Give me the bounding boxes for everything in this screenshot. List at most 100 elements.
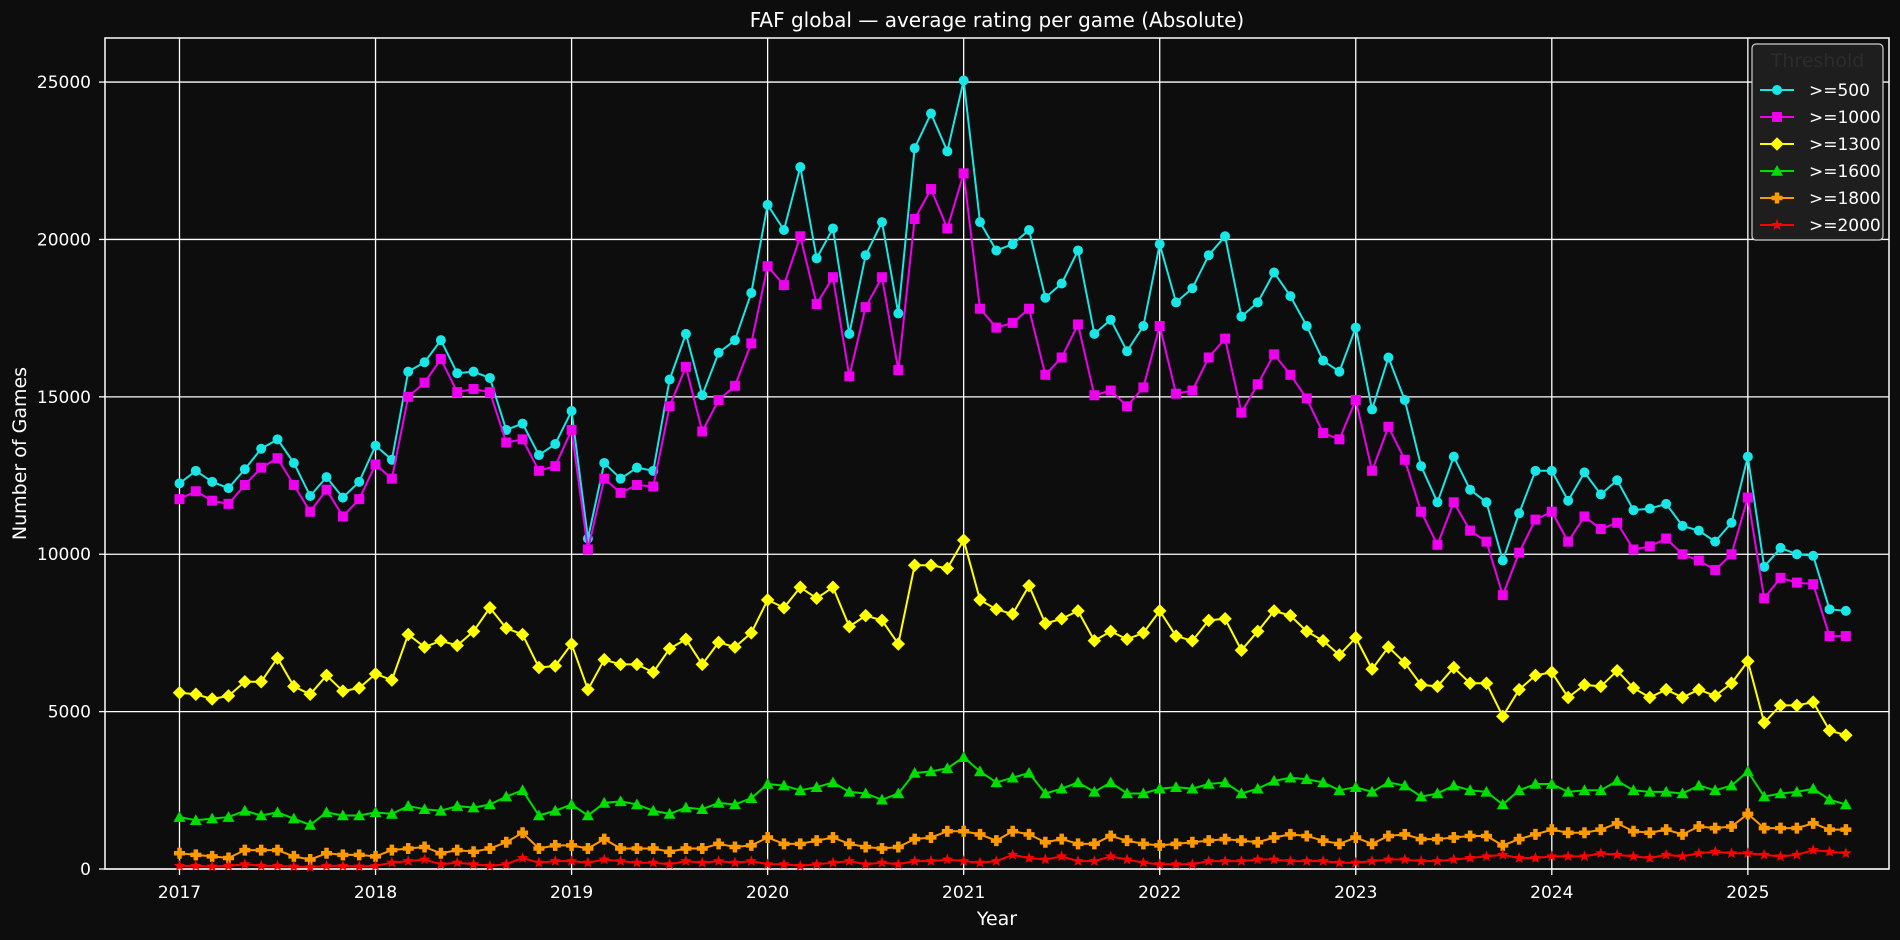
- data-point: [762, 261, 773, 272]
- data-point: [1366, 855, 1378, 866]
- data-point: [1332, 648, 1347, 662]
- data-point: [1202, 778, 1215, 789]
- plot-frame: [104, 37, 1890, 870]
- data-point: [1055, 782, 1068, 794]
- data-point: [647, 856, 659, 868]
- data-point: [1611, 774, 1624, 786]
- data-point: [664, 401, 675, 412]
- data-point: [1448, 451, 1459, 462]
- data-point: [907, 558, 922, 572]
- data-point: [1350, 856, 1362, 868]
- data-point: [892, 787, 905, 799]
- data-point: [1316, 634, 1330, 648]
- data-point: [893, 308, 904, 319]
- data-point: [1089, 390, 1100, 401]
- data-point: [1612, 517, 1623, 528]
- data-point: [974, 765, 987, 777]
- data-point: [875, 793, 888, 805]
- series-3: [172, 533, 1853, 742]
- data-point: [272, 453, 283, 464]
- data-point: [1479, 676, 1494, 691]
- data-point: [761, 778, 774, 789]
- data-point: [990, 776, 1003, 788]
- data-point: [435, 858, 447, 870]
- data-point: [1561, 690, 1575, 705]
- data-point: [876, 856, 888, 868]
- data-point: [1121, 835, 1133, 847]
- data-point: [1154, 239, 1165, 250]
- data-point: [956, 533, 971, 547]
- data-point: [974, 828, 986, 840]
- data-point: [1546, 465, 1557, 476]
- data-point: [697, 390, 708, 401]
- legend-label: >=1800: [1809, 189, 1881, 209]
- data-point: [1399, 853, 1411, 865]
- data-point: [1349, 781, 1362, 792]
- data-point: [401, 627, 415, 642]
- data-point: [1334, 366, 1345, 377]
- data-point: [891, 637, 906, 651]
- data-point: [564, 637, 579, 651]
- x-axis-ticks: 2017 2018 2019 2020 2021 2022 2023 2024 2025: [158, 869, 1769, 903]
- data-point: [1627, 850, 1640, 862]
- data-point: [353, 860, 365, 872]
- data-point: [1187, 385, 1198, 396]
- data-point: [1121, 853, 1133, 865]
- legend-item: >=1800: [1760, 189, 1881, 209]
- data-point: [1038, 616, 1053, 631]
- data-point: [648, 481, 659, 492]
- data-point: [451, 856, 463, 868]
- data-point: [1545, 665, 1559, 680]
- data-point: [1318, 428, 1329, 439]
- data-point: [1218, 612, 1232, 626]
- data-point: [403, 366, 414, 377]
- data-point: [1367, 404, 1378, 415]
- data-point: [1416, 506, 1427, 517]
- data-point: [1661, 533, 1672, 544]
- data-point: [1530, 465, 1541, 476]
- data-point: [1528, 668, 1543, 683]
- x-axis-label: Year: [976, 908, 1017, 930]
- data-point: [223, 852, 235, 864]
- data-point: [778, 280, 789, 291]
- data-point: [1546, 824, 1558, 836]
- data-point: [1365, 662, 1379, 676]
- data-point: [760, 593, 775, 607]
- data-point: [973, 593, 987, 607]
- x-tick-label: 2024: [1530, 883, 1573, 903]
- legend-swatch-marker: [1772, 85, 1782, 95]
- data-point: [1415, 855, 1427, 866]
- data-point: [1088, 838, 1100, 850]
- data-point: [1644, 851, 1656, 863]
- data-point: [1333, 838, 1345, 850]
- data-point: [418, 853, 431, 865]
- data-point: [1284, 855, 1297, 866]
- data-point: [1465, 484, 1476, 495]
- data-point: [1301, 321, 1312, 332]
- data-point: [1367, 465, 1378, 476]
- data-point: [288, 850, 300, 862]
- data-point: [1742, 808, 1754, 820]
- data-point: [173, 859, 186, 871]
- data-point: [483, 798, 496, 810]
- data-point: [1414, 678, 1428, 692]
- data-point: [1284, 771, 1297, 783]
- data-point: [1350, 322, 1361, 333]
- data-point: [1497, 839, 1509, 851]
- data-point: [843, 855, 856, 866]
- data-point: [663, 807, 676, 819]
- data-point: [1252, 379, 1263, 390]
- data-point: [974, 856, 986, 868]
- data-point: [1628, 505, 1639, 516]
- data-point: [975, 217, 986, 228]
- data-point: [860, 250, 871, 261]
- data-point: [893, 365, 904, 376]
- legend-item: >=2000: [1760, 216, 1881, 236]
- data-point: [402, 855, 414, 866]
- data-point: [467, 801, 480, 813]
- data-point: [288, 457, 299, 468]
- data-point: [190, 486, 201, 497]
- data-point: [778, 858, 790, 870]
- data-point: [1496, 798, 1509, 810]
- data-point: [1415, 790, 1428, 802]
